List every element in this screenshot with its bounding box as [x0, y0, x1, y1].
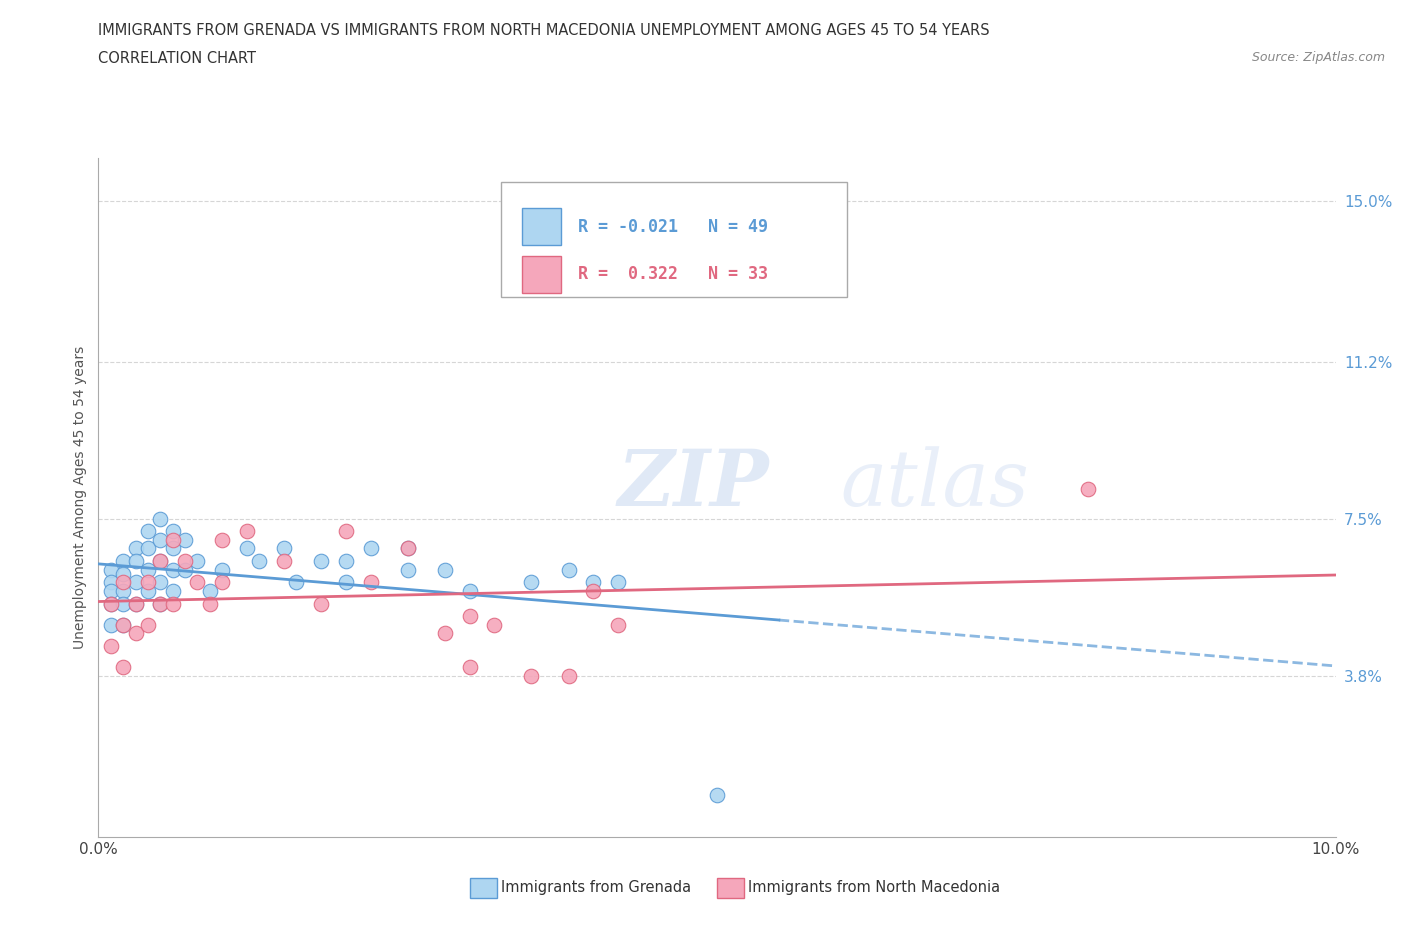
Point: [285, 575, 308, 590]
Point: [124, 626, 146, 641]
Point: [136, 583, 159, 598]
Point: [112, 566, 135, 581]
Point: [136, 618, 159, 632]
Point: [149, 533, 172, 548]
Point: [124, 575, 146, 590]
Point: [706, 787, 728, 802]
Y-axis label: Unemployment Among Ages 45 to 54 years: Unemployment Among Ages 45 to 54 years: [73, 346, 87, 649]
Point: [335, 525, 357, 539]
Point: [149, 596, 172, 611]
Point: [162, 525, 184, 539]
Point: [198, 583, 221, 598]
Point: [149, 553, 172, 568]
Point: [211, 533, 233, 548]
Point: [136, 563, 159, 578]
Point: [458, 660, 481, 675]
Point: [162, 541, 184, 556]
Point: [100, 575, 122, 590]
Point: [149, 512, 172, 526]
Point: [607, 618, 630, 632]
Point: [112, 575, 135, 590]
Text: R =  0.322   N = 33: R = 0.322 N = 33: [578, 265, 769, 284]
Point: [112, 596, 135, 611]
Point: [162, 563, 184, 578]
Point: [433, 563, 456, 578]
Text: ZIP: ZIP: [619, 445, 769, 523]
Point: [557, 563, 579, 578]
Point: [124, 541, 146, 556]
Point: [162, 583, 184, 598]
Point: [582, 575, 605, 590]
Point: [396, 541, 419, 556]
Point: [149, 575, 172, 590]
Point: [273, 541, 295, 556]
Point: [124, 596, 146, 611]
Point: [112, 618, 135, 632]
FancyBboxPatch shape: [470, 878, 496, 898]
Point: [1077, 482, 1099, 497]
Text: IMMIGRANTS FROM GRENADA VS IMMIGRANTS FROM NORTH MACEDONIA UNEMPLOYMENT AMONG AG: IMMIGRANTS FROM GRENADA VS IMMIGRANTS FR…: [98, 23, 990, 38]
FancyBboxPatch shape: [501, 182, 846, 298]
Point: [174, 563, 197, 578]
Text: Immigrants from North Macedonia: Immigrants from North Macedonia: [748, 881, 1000, 896]
Point: [247, 553, 270, 568]
Point: [186, 575, 208, 590]
Point: [136, 575, 159, 590]
Point: [396, 541, 419, 556]
Point: [396, 563, 419, 578]
Point: [112, 660, 135, 675]
Point: [335, 553, 357, 568]
Point: [162, 533, 184, 548]
Point: [149, 553, 172, 568]
Point: [557, 669, 579, 684]
Point: [484, 618, 506, 632]
Point: [236, 525, 259, 539]
Point: [520, 669, 543, 684]
Point: [112, 618, 135, 632]
Text: R = -0.021   N = 49: R = -0.021 N = 49: [578, 218, 769, 235]
Point: [273, 553, 295, 568]
Point: [136, 525, 159, 539]
Point: [360, 541, 382, 556]
Point: [309, 596, 332, 611]
FancyBboxPatch shape: [522, 208, 561, 246]
Point: [174, 553, 197, 568]
Point: [174, 533, 197, 548]
Point: [211, 563, 233, 578]
Point: [335, 575, 357, 590]
Point: [100, 596, 122, 611]
Point: [124, 553, 146, 568]
Point: [112, 553, 135, 568]
Point: [198, 596, 221, 611]
Point: [607, 575, 630, 590]
Point: [309, 553, 332, 568]
Point: [520, 575, 543, 590]
FancyBboxPatch shape: [522, 256, 561, 293]
Point: [186, 553, 208, 568]
Point: [162, 596, 184, 611]
Text: atlas: atlas: [841, 445, 1029, 522]
Point: [433, 626, 456, 641]
Text: CORRELATION CHART: CORRELATION CHART: [98, 51, 256, 66]
Point: [100, 596, 122, 611]
Text: Immigrants from Grenada: Immigrants from Grenada: [501, 881, 690, 896]
Text: Source: ZipAtlas.com: Source: ZipAtlas.com: [1251, 51, 1385, 64]
Point: [136, 541, 159, 556]
Point: [112, 583, 135, 598]
Point: [236, 541, 259, 556]
Point: [100, 639, 122, 654]
Point: [211, 575, 233, 590]
Point: [124, 596, 146, 611]
Point: [149, 596, 172, 611]
Point: [360, 575, 382, 590]
Point: [458, 583, 481, 598]
Point: [100, 618, 122, 632]
Point: [458, 609, 481, 624]
Point: [100, 583, 122, 598]
Point: [582, 583, 605, 598]
FancyBboxPatch shape: [717, 878, 744, 898]
Point: [100, 563, 122, 578]
